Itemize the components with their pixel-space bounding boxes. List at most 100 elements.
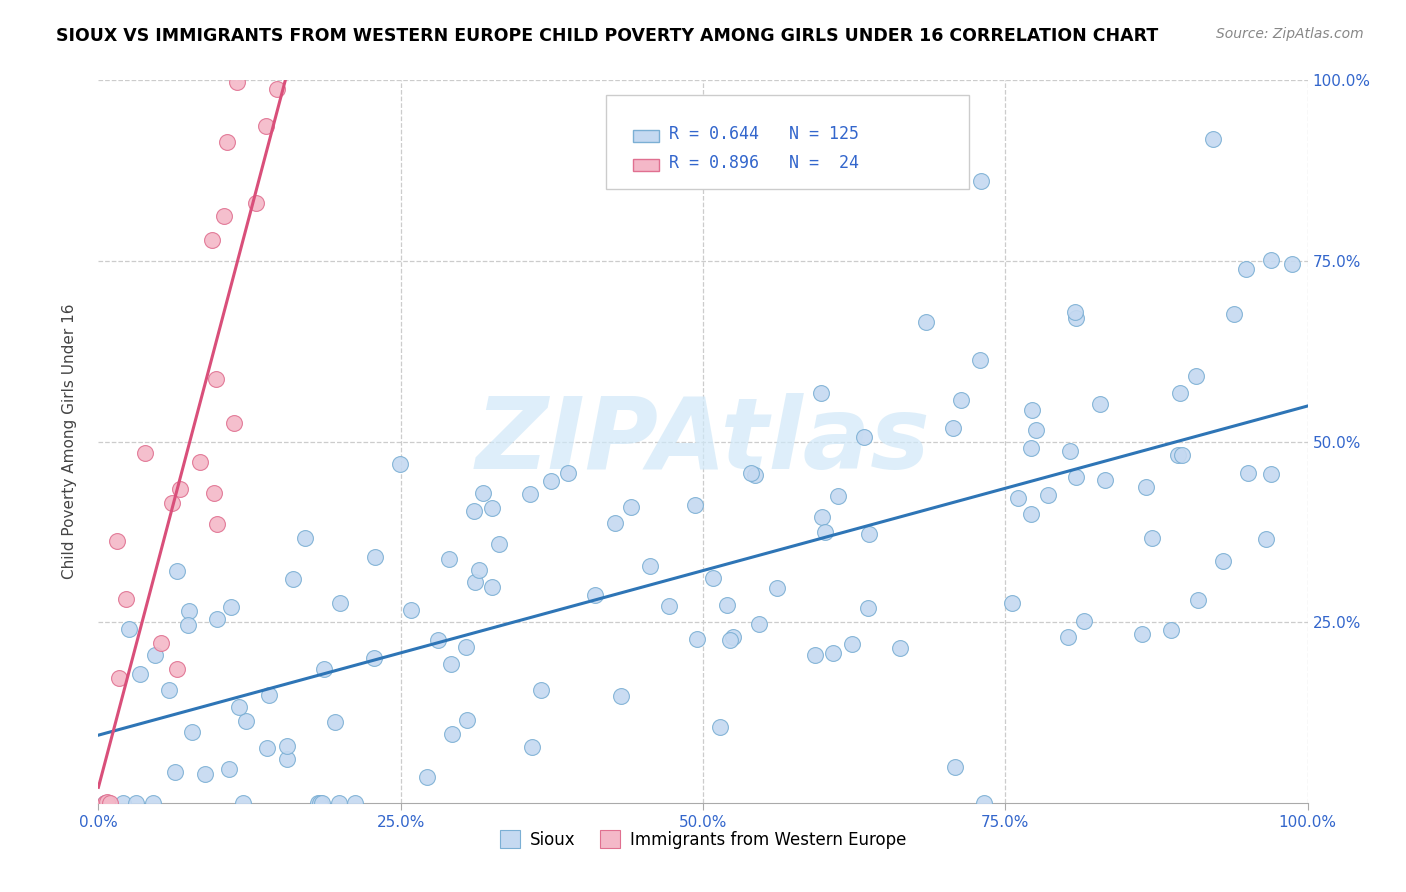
Sioux bbox=[228, 700, 250, 714]
Sioux bbox=[456, 640, 478, 655]
Sioux bbox=[853, 429, 876, 443]
Sioux bbox=[221, 599, 243, 614]
Sioux bbox=[740, 466, 762, 480]
Sioux bbox=[1202, 131, 1225, 145]
Sioux bbox=[1064, 311, 1087, 326]
Sioux bbox=[827, 489, 849, 503]
Sioux bbox=[889, 640, 911, 655]
Sioux bbox=[1234, 261, 1257, 276]
Sioux bbox=[1036, 488, 1059, 502]
Sioux bbox=[709, 721, 731, 735]
Sioux bbox=[129, 666, 152, 681]
Sioux bbox=[309, 796, 332, 810]
Text: SIOUX VS IMMIGRANTS FROM WESTERN EUROPE CHILD POVERTY AMONG GIRLS UNDER 16 CORRE: SIOUX VS IMMIGRANTS FROM WESTERN EUROPE … bbox=[56, 27, 1159, 45]
Immigrants from Western Europe bbox=[94, 796, 117, 810]
Immigrants from Western Europe bbox=[205, 372, 228, 386]
Sioux bbox=[1019, 441, 1042, 455]
Sioux bbox=[276, 739, 298, 753]
Sioux bbox=[180, 724, 202, 739]
Sioux bbox=[702, 571, 724, 585]
Sioux bbox=[328, 796, 350, 810]
Sioux bbox=[1223, 307, 1246, 321]
Immigrants from Western Europe bbox=[201, 233, 224, 247]
Sioux bbox=[686, 632, 709, 646]
Sioux bbox=[810, 386, 832, 401]
Sioux bbox=[520, 739, 543, 754]
Sioux bbox=[721, 630, 744, 644]
Sioux bbox=[1237, 466, 1260, 480]
Legend: Sioux, Immigrants from Western Europe: Sioux, Immigrants from Western Europe bbox=[499, 830, 907, 848]
Sioux bbox=[194, 766, 217, 780]
Immigrants from Western Europe bbox=[254, 120, 277, 134]
Sioux bbox=[858, 526, 880, 541]
Sioux bbox=[235, 714, 257, 729]
Sioux bbox=[1187, 593, 1209, 607]
Sioux bbox=[1212, 554, 1234, 568]
Sioux bbox=[1019, 508, 1042, 522]
Sioux bbox=[1160, 624, 1182, 638]
Sioux bbox=[283, 573, 305, 587]
Immigrants from Western Europe bbox=[98, 796, 121, 810]
Immigrants from Western Europe bbox=[215, 136, 238, 150]
Sioux bbox=[609, 689, 631, 703]
Sioux bbox=[1185, 368, 1208, 383]
Sioux bbox=[1167, 448, 1189, 462]
Sioux bbox=[716, 598, 738, 612]
Sioux bbox=[488, 537, 510, 551]
Sioux bbox=[1073, 615, 1095, 629]
Sioux bbox=[437, 551, 460, 566]
Immigrants from Western Europe bbox=[160, 496, 183, 510]
Sioux bbox=[112, 796, 135, 810]
Immigrants from Western Europe bbox=[115, 591, 138, 606]
Sioux bbox=[463, 503, 485, 517]
Sioux bbox=[344, 796, 367, 810]
Bar bbox=[633, 160, 659, 171]
Sioux bbox=[1254, 533, 1277, 547]
Sioux bbox=[1281, 257, 1303, 271]
Sioux bbox=[364, 550, 387, 565]
Bar bbox=[633, 130, 659, 143]
Sioux bbox=[257, 688, 280, 702]
Sioux bbox=[276, 752, 298, 766]
Sioux bbox=[294, 531, 316, 545]
Sioux bbox=[557, 466, 579, 480]
Sioux bbox=[94, 796, 117, 810]
Sioux bbox=[329, 596, 352, 610]
Sioux bbox=[1130, 627, 1153, 641]
Sioux bbox=[415, 770, 437, 784]
Sioux bbox=[1094, 474, 1116, 488]
Sioux bbox=[439, 657, 461, 671]
Text: ZIPAtlas: ZIPAtlas bbox=[475, 393, 931, 490]
Text: R = 0.896   N =  24: R = 0.896 N = 24 bbox=[669, 154, 859, 172]
Sioux bbox=[969, 352, 991, 367]
Sioux bbox=[821, 646, 844, 660]
Sioux bbox=[720, 632, 742, 647]
Sioux bbox=[1170, 385, 1192, 400]
Sioux bbox=[638, 559, 661, 574]
Sioux bbox=[401, 603, 423, 617]
Sioux bbox=[1135, 480, 1157, 494]
Sioux bbox=[1140, 531, 1163, 545]
Immigrants from Western Europe bbox=[214, 209, 236, 223]
Sioux bbox=[218, 762, 240, 776]
Sioux bbox=[232, 796, 254, 810]
Sioux bbox=[949, 393, 972, 408]
Immigrants from Western Europe bbox=[245, 196, 267, 211]
Immigrants from Western Europe bbox=[222, 416, 245, 430]
Sioux bbox=[325, 715, 347, 730]
Immigrants from Western Europe bbox=[266, 82, 288, 96]
Sioux bbox=[744, 467, 766, 482]
Sioux bbox=[307, 796, 329, 810]
Immigrants from Western Europe bbox=[166, 662, 188, 676]
Sioux bbox=[973, 796, 995, 810]
Sioux bbox=[620, 500, 643, 514]
Sioux bbox=[311, 796, 333, 810]
Immigrants from Western Europe bbox=[188, 455, 211, 469]
Sioux bbox=[471, 486, 494, 500]
Sioux bbox=[1059, 444, 1081, 458]
Sioux bbox=[1260, 253, 1282, 268]
Sioux bbox=[766, 581, 789, 595]
Sioux bbox=[803, 648, 825, 662]
Sioux bbox=[456, 713, 478, 727]
Sioux bbox=[583, 588, 606, 602]
